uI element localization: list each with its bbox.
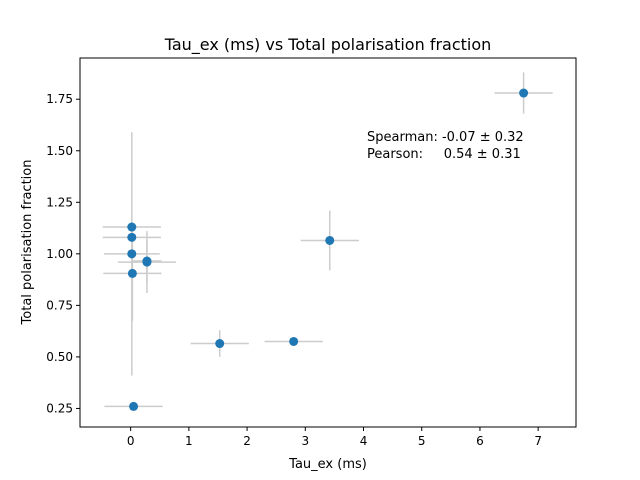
pearson-annotation: Pearson: 0.54 ± 0.31 [367,147,521,162]
x-tick-label: 1 [185,434,193,448]
data-point [289,336,299,346]
x-axis-ticks: 0 1 2 3 4 5 6 7 [127,427,542,448]
data-point [127,249,137,259]
x-tick-label: 2 [243,434,251,448]
y-tick-label: 1.25 [46,195,73,209]
x-tick-label: 4 [360,434,368,448]
y-axis-ticks: 0.25 0.50 0.75 1.00 1.25 1.50 1.75 [46,92,80,415]
y-tick-label: 1.75 [46,92,73,106]
data-point [127,268,137,278]
data-point [129,401,139,411]
data-point [127,222,137,232]
y-tick-label: 0.25 [46,401,73,415]
point-layer [127,88,529,411]
y-axis-label: Total polarisation fraction [20,160,35,326]
x-tick-label: 5 [418,434,426,448]
plot-frame [79,57,577,428]
data-point [325,235,335,245]
spearman-annotation: Spearman: -0.07 ± 0.32 [367,130,524,145]
data-point [127,232,137,242]
y-tick-label: 0.50 [46,350,73,364]
y-tick-label: 0.75 [46,298,73,312]
data-point [519,88,529,98]
x-tick-label: 3 [301,434,309,448]
data-point [142,256,152,266]
data-point [215,339,225,349]
x-axis-label: Tau_ex (ms) [288,457,367,472]
chart-title: Tau_ex (ms) vs Total polarisation fracti… [164,35,492,55]
y-tick-label: 1.00 [46,247,73,261]
x-tick-label: 7 [534,434,542,448]
x-tick-label: 6 [476,434,484,448]
x-tick-label: 0 [127,434,135,448]
y-tick-label: 1.50 [46,144,73,158]
